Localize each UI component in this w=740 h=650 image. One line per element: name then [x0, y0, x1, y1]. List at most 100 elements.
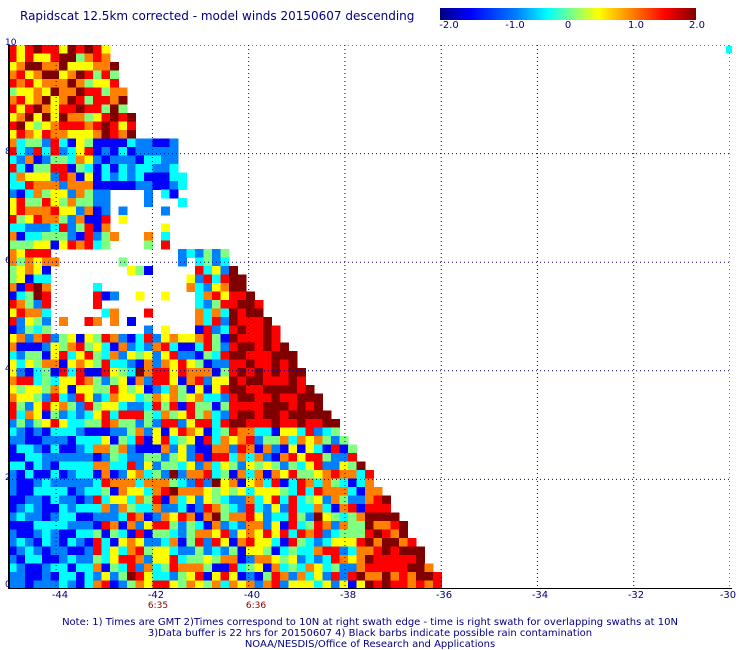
- wind-cell: [8, 96, 17, 105]
- wind-cell: [161, 181, 170, 190]
- wind-cell: [118, 419, 128, 428]
- wind-cell: [93, 300, 102, 309]
- wind-cell: [118, 580, 128, 588]
- wind-cell: [280, 495, 289, 505]
- wind-cell: [33, 121, 43, 131]
- wind-cell: [271, 427, 281, 437]
- wind-cell: [314, 538, 323, 547]
- wind-cell: [212, 580, 221, 588]
- wind-cell: [178, 504, 187, 513]
- wind-cell: [59, 351, 68, 360]
- wind-cell: [67, 223, 77, 233]
- wind-cell: [25, 563, 34, 573]
- wind-cell: [59, 376, 68, 386]
- wind-cell: [84, 130, 94, 139]
- wind-cell: [67, 334, 77, 343]
- wind-cell: [178, 555, 187, 564]
- wind-cell: [101, 96, 111, 105]
- wind-cell: [93, 232, 102, 241]
- wind-cell: [237, 521, 247, 530]
- wind-cell: [348, 555, 357, 564]
- wind-cell: [110, 376, 119, 386]
- wind-cell: [161, 368, 170, 377]
- wind-cell: [186, 249, 196, 258]
- wind-cell: [118, 359, 128, 369]
- wind-cell: [8, 130, 17, 139]
- wind-cell: [203, 385, 213, 394]
- wind-cell: [118, 206, 128, 216]
- wind-cell: [33, 300, 43, 309]
- wind-cell: [16, 181, 26, 190]
- wind-cell: [67, 147, 77, 156]
- wind-cell: [144, 478, 153, 488]
- wind-cell: [101, 53, 111, 63]
- wind-cell: [76, 96, 85, 105]
- wind-cell: [110, 478, 119, 488]
- wind-cell: [305, 393, 315, 403]
- wind-cell: [67, 368, 77, 377]
- wind-cell: [110, 385, 119, 394]
- wind-cell: [399, 538, 408, 547]
- wind-cell: [152, 402, 162, 411]
- wind-cell: [84, 478, 94, 488]
- wind-cell: [331, 419, 340, 428]
- wind-cell: [110, 504, 119, 513]
- wind-cell: [373, 580, 383, 588]
- wind-cell: [229, 470, 238, 479]
- wind-difference-map: [8, 45, 730, 588]
- wind-cell: [110, 291, 119, 301]
- wind-cell: [382, 563, 391, 573]
- wind-cell: [33, 274, 43, 284]
- wind-cell: [101, 546, 111, 556]
- wind-cell: [220, 538, 230, 547]
- wind-cell: [178, 410, 187, 420]
- wind-cell: [271, 359, 281, 369]
- wind-cell: [8, 555, 17, 564]
- wind-cell: [118, 342, 128, 352]
- wind-cell: [110, 444, 119, 454]
- wind-cell: [127, 334, 136, 343]
- wind-cell: [220, 351, 230, 360]
- wind-cell: [59, 470, 68, 479]
- wind-cell: [186, 470, 196, 479]
- wind-cell: [118, 444, 128, 454]
- wind-cell: [33, 470, 43, 479]
- wind-cell: [254, 317, 264, 326]
- wind-cell: [110, 232, 119, 241]
- wind-cell: [220, 300, 230, 309]
- wind-cell: [229, 580, 238, 588]
- wind-cell: [118, 538, 128, 547]
- wind-cell: [237, 385, 247, 394]
- wind-cell: [8, 300, 17, 309]
- wind-cell: [8, 504, 17, 513]
- wind-cell: [59, 512, 68, 522]
- wind-cell: [42, 249, 51, 258]
- wind-cell: [33, 104, 43, 114]
- wind-cell: [84, 529, 94, 539]
- wind-cell: [416, 580, 425, 588]
- wind-cell: [305, 538, 315, 547]
- wind-cell: [42, 104, 51, 114]
- wind-cell: [25, 198, 34, 207]
- x-axis: [8, 588, 732, 589]
- wind-cell: [16, 317, 26, 326]
- wind-cell: [178, 436, 187, 445]
- wind-cell: [8, 181, 17, 190]
- wind-cell: [93, 385, 102, 394]
- wind-cell: [203, 504, 213, 513]
- wind-cell: [178, 512, 187, 522]
- wind-cell: [263, 342, 272, 352]
- wind-cell: [339, 495, 349, 505]
- wind-cell: [76, 487, 85, 496]
- wind-cell: [135, 164, 145, 173]
- wind-cell: [195, 419, 204, 428]
- wind-cell: [16, 87, 26, 97]
- wind-cell: [67, 240, 77, 250]
- wind-cell: [16, 104, 26, 114]
- wind-cell: [93, 402, 102, 411]
- wind-cell: [288, 393, 298, 403]
- wind-cell: [271, 504, 281, 513]
- wind-cell: [127, 376, 136, 386]
- wind-cell: [135, 444, 145, 454]
- wind-cell: [67, 121, 77, 131]
